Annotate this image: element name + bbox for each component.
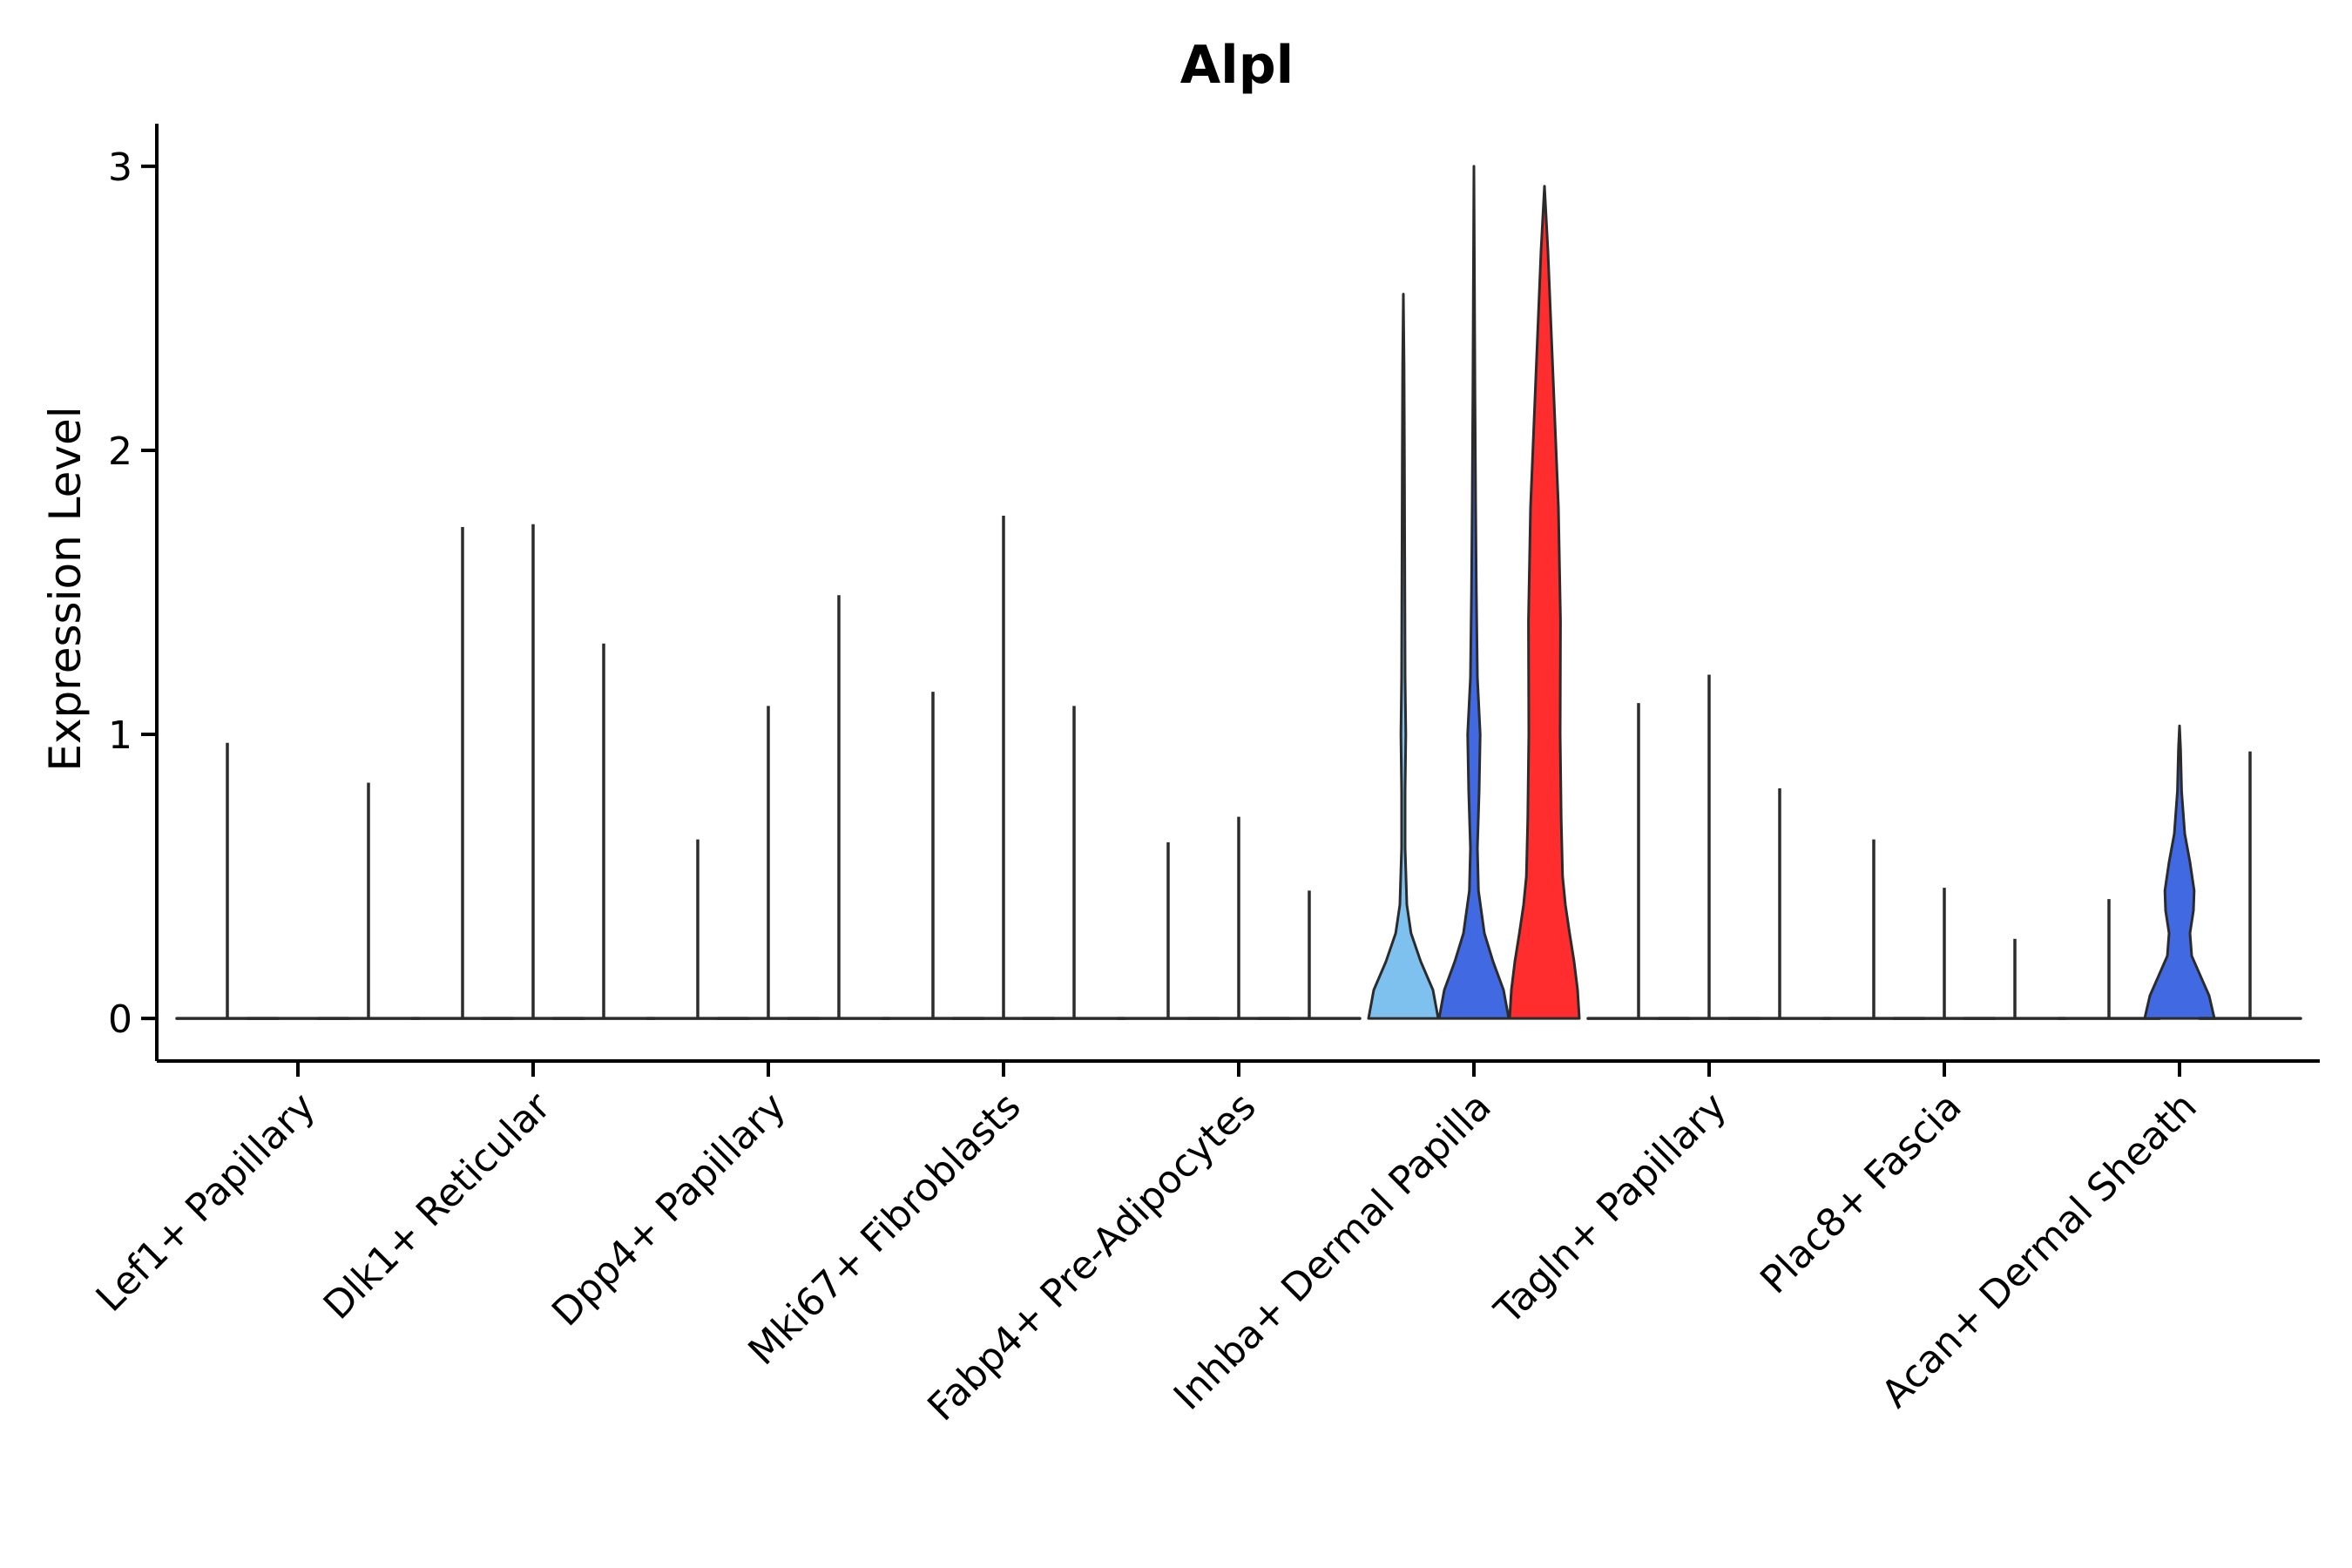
y-tick-label: 0 (108, 997, 132, 1042)
y-axis-label: Expression Level (40, 406, 91, 771)
violin-layer (175, 165, 2302, 1020)
y-tick-label: 2 (108, 429, 132, 474)
chart-title: Alpl (1180, 35, 1294, 96)
x-tick-label: Tagln+ Papillary (1486, 1085, 1735, 1334)
violin-inhba-dermal-papilla-3 (1508, 185, 1581, 1020)
y-axis-ticks: 0 1 2 3 (108, 145, 157, 1042)
x-tick-label: Dpp4+ Papillary (544, 1085, 794, 1335)
violin-inhba-dermal-papilla-1 (1367, 293, 1440, 1020)
violin-acan-dermal-sheath-2 (2143, 724, 2216, 1020)
y-tick-label: 1 (108, 713, 132, 758)
x-tick-label: Dlk1+ Reticular (315, 1084, 560, 1328)
x-tick-label: Plac8+ Fascia (1752, 1085, 1970, 1303)
x-tick-label: Lef1+ Papillary (88, 1085, 324, 1321)
y-tick-label: 3 (108, 145, 132, 190)
violin-inhba-dermal-papilla-2 (1437, 165, 1511, 1020)
